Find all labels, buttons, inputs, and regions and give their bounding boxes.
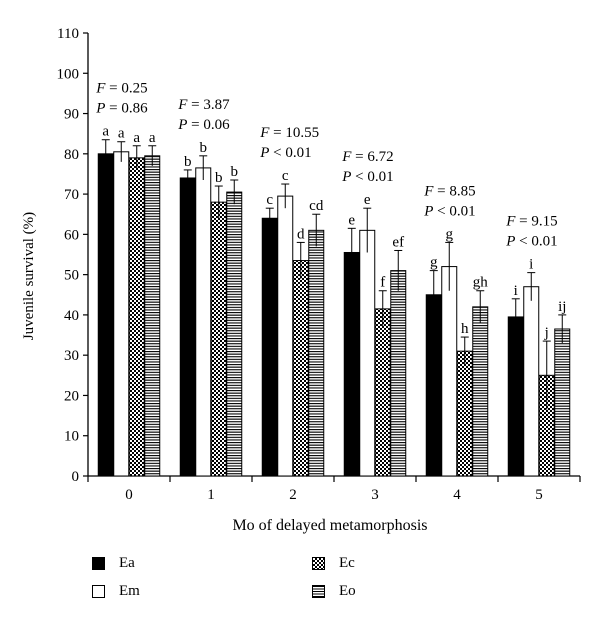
significance-letter: a <box>102 124 109 140</box>
y-tick-label: 40 <box>64 308 79 324</box>
significance-letter: i <box>514 283 518 299</box>
legend-item-em: Em <box>92 583 140 600</box>
legend-item-ea: Ea <box>92 555 135 572</box>
bar <box>343 251 360 477</box>
y-tick-label: 0 <box>72 469 80 485</box>
x-tick-label: 4 <box>453 487 461 503</box>
bar <box>359 229 376 477</box>
bar <box>179 177 196 477</box>
y-tick-label: 20 <box>64 388 79 404</box>
significance-letter: j <box>544 325 549 341</box>
significance-letter: e <box>364 192 371 208</box>
p-value-label: P < 0.01 <box>341 169 393 185</box>
bar <box>226 191 243 477</box>
legend-item-ec: Ec <box>312 555 355 572</box>
significance-letter: f <box>380 275 385 291</box>
legend-swatch-white <box>92 585 105 598</box>
y-tick-label: 70 <box>64 187 79 203</box>
p-value-label: P < 0.01 <box>423 203 475 219</box>
p-value-label: P < 0.01 <box>259 145 311 161</box>
significance-letter: b <box>231 164 239 180</box>
y-tick-label: 110 <box>57 26 79 42</box>
bar <box>292 260 309 477</box>
x-axis-title: Mo of delayed metamorphosis <box>232 517 427 534</box>
legend-label: Eo <box>339 583 356 599</box>
significance-letter: ij <box>558 299 566 315</box>
p-value-label: P = 0.86 <box>95 101 148 117</box>
significance-letter: d <box>297 226 305 242</box>
x-tick-label: 0 <box>125 487 133 503</box>
f-statistic-label: F = 8.85 <box>423 183 475 199</box>
f-statistic-label: F = 10.55 <box>259 125 319 141</box>
legend-swatch-checker <box>312 557 325 570</box>
legend-label: Ec <box>339 555 355 571</box>
significance-letter: ef <box>392 234 404 250</box>
f-statistic-label: F = 3.87 <box>177 97 230 113</box>
significance-letter: gh <box>473 275 489 291</box>
x-tick-label: 3 <box>371 487 379 503</box>
significance-letter: g <box>430 255 438 271</box>
bar <box>128 157 145 477</box>
f-statistic-label: F = 9.15 <box>505 214 557 230</box>
significance-letter: a <box>118 126 125 142</box>
legend-item-eo: Eo <box>312 583 356 600</box>
significance-letter: a <box>149 130 156 146</box>
bar <box>261 217 278 477</box>
bar <box>472 306 489 477</box>
bar <box>277 195 294 477</box>
significance-letter: g <box>446 226 454 242</box>
f-statistic-label: F = 0.25 <box>95 81 147 97</box>
significance-letter: h <box>461 321 469 337</box>
bar <box>97 153 114 477</box>
y-tick-label: 50 <box>64 268 79 284</box>
bar <box>374 308 391 477</box>
significance-letter: c <box>282 168 289 184</box>
y-tick-label: 10 <box>64 429 79 445</box>
p-value-label: P = 0.06 <box>177 117 230 133</box>
significance-letter: b <box>200 140 208 156</box>
y-axis-title: Juvenile survival (%) <box>21 212 37 340</box>
bar <box>308 229 325 477</box>
significance-letter: e <box>348 212 355 228</box>
x-tick-label: 2 <box>289 487 297 503</box>
y-tick-label: 60 <box>64 227 79 243</box>
significance-letter: i <box>529 257 533 273</box>
x-tick-label: 5 <box>535 487 543 503</box>
bar <box>425 294 442 477</box>
significance-letter: b <box>215 170 223 186</box>
bar <box>441 266 458 477</box>
y-tick-label: 30 <box>64 348 79 364</box>
bar <box>523 286 540 477</box>
bar <box>554 328 571 477</box>
legend-swatch-hstripe <box>312 585 325 598</box>
y-tick-label: 90 <box>64 107 79 123</box>
legend-label: Ea <box>119 555 135 571</box>
legend-label: Em <box>119 583 140 599</box>
bar <box>390 270 407 477</box>
significance-letter: cd <box>309 198 324 214</box>
bar <box>113 151 130 477</box>
p-value-label: P < 0.01 <box>505 234 557 250</box>
bar <box>210 201 227 477</box>
bar <box>456 350 473 477</box>
x-tick-label: 1 <box>207 487 215 503</box>
significance-letter: a <box>133 130 140 146</box>
y-tick-label: 80 <box>64 147 79 163</box>
f-statistic-label: F = 6.72 <box>341 149 393 165</box>
y-tick-label: 100 <box>57 66 80 82</box>
bar <box>195 167 212 477</box>
bar <box>507 316 524 477</box>
bar <box>144 155 161 477</box>
significance-letter: c <box>266 192 273 208</box>
significance-letter: b <box>184 154 192 170</box>
legend-swatch-solid <box>92 557 105 570</box>
